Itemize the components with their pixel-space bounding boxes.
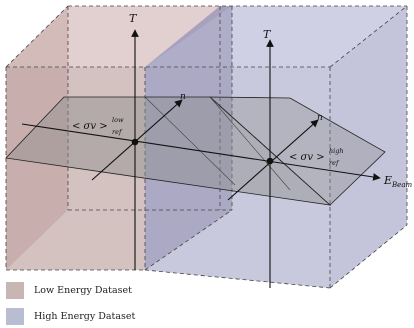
legend-item-low-energy: Low Energy Dataset bbox=[6, 282, 132, 299]
high-box-top-face bbox=[145, 6, 407, 67]
energy-axis-label: EBeam bbox=[383, 174, 412, 189]
right-t-label: T bbox=[263, 28, 272, 41]
right-rate-sup: high bbox=[329, 147, 344, 155]
box-edges bbox=[5, 5, 408, 289]
legend-swatch-high bbox=[6, 308, 24, 325]
legend-swatch-low bbox=[6, 282, 24, 299]
right-rate-label: < σv > bbox=[289, 152, 325, 163]
legend-label-high: High Energy Dataset bbox=[34, 311, 136, 322]
energy-axis-line bbox=[21, 123, 381, 181]
left-origin-dot bbox=[131, 138, 139, 146]
low-box-front-face bbox=[6, 67, 145, 270]
right-axes: T n < σv > high ref bbox=[227, 28, 344, 288]
right-n-label: n bbox=[317, 113, 323, 123]
left-rate-label: < σv > bbox=[72, 121, 108, 132]
high-box-front-face bbox=[145, 67, 330, 288]
left-axes: T n < σv > low ref bbox=[72, 12, 186, 270]
low-energy-box bbox=[6, 6, 232, 270]
left-t-label: T bbox=[129, 12, 138, 25]
left-rate-sub: ref bbox=[112, 128, 123, 136]
legend-label-low: Low Energy Dataset bbox=[34, 285, 132, 296]
left-rate-sup: low bbox=[112, 116, 124, 124]
high-energy-box bbox=[145, 6, 407, 288]
plane-grid bbox=[144, 96, 291, 191]
left-n-label: n bbox=[180, 92, 186, 102]
right-rate-sub: ref bbox=[329, 159, 340, 167]
right-origin-dot bbox=[266, 157, 274, 165]
high-box-right-face bbox=[330, 6, 407, 288]
low-box-top-face bbox=[6, 6, 232, 67]
reference-plane-right bbox=[208, 96, 386, 206]
legend-item-high-energy: High Energy Dataset bbox=[6, 308, 135, 325]
overlap-band bbox=[145, 6, 232, 270]
